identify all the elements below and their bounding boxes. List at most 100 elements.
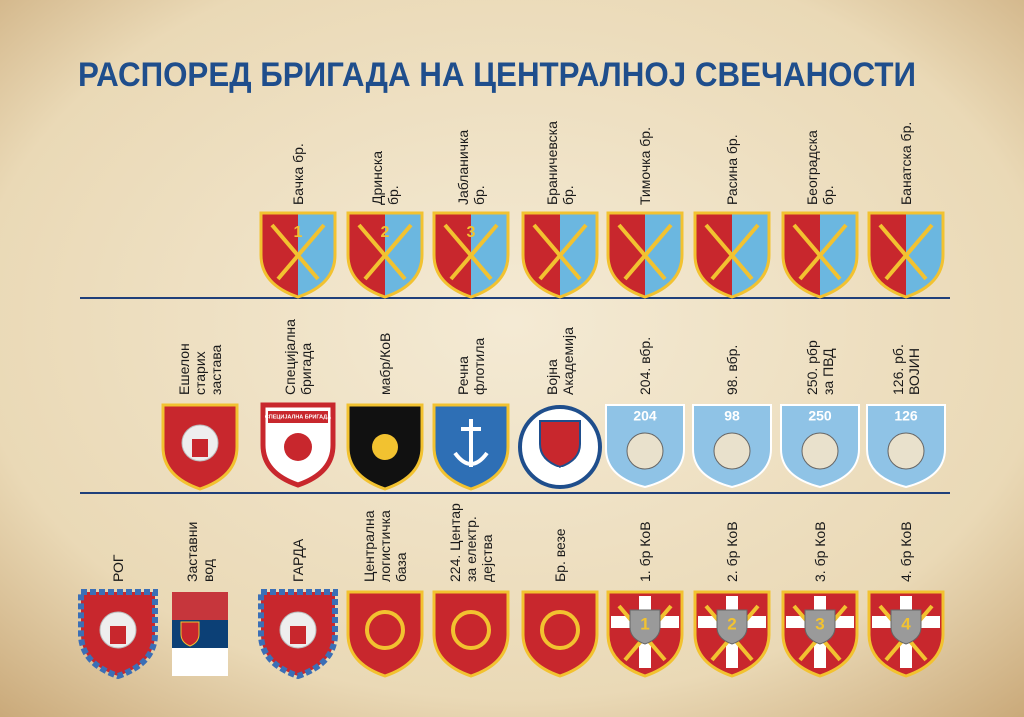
shield-border [867,211,945,299]
shield-border [781,211,859,299]
unit-label: 4. бр КоВ [898,521,914,582]
unit-label: бр. [471,185,487,205]
symbol [713,432,751,470]
sword [623,223,673,281]
shield-border [432,211,510,299]
unit-label: ГАРДА [290,538,306,582]
shield-number: 1 [294,224,303,241]
unit-label: бр. [385,185,401,205]
unit-label: Јабланичка [455,130,471,205]
unit-label: бр. [560,185,576,205]
shield-number: 2 [727,614,736,633]
unit-label: бригада [298,343,314,395]
shield-border [606,211,684,299]
unit-label: дејства [479,534,495,582]
flag-white [172,648,228,676]
sword [363,223,413,281]
symbol [887,432,925,470]
unit-label: Расина бр. [724,134,740,205]
emblem [521,590,599,678]
unit-label: логистичка [377,510,393,582]
emblem [346,403,424,491]
sword [357,223,407,281]
unit-label: база [393,552,409,582]
emblem: 250 [780,404,860,489]
unit-label: 1. бр КоВ [637,521,653,582]
unit-label: флотила [471,338,487,395]
unit-label: ВОЈИН [906,348,922,395]
shield [346,590,424,678]
unit-number: 250 [808,408,832,424]
sword [704,223,754,281]
sword [276,223,326,281]
unit-label: за ПВД [820,348,836,395]
emblem [258,589,338,680]
shield-number: 4 [901,614,911,633]
emblem: 1 [606,590,684,678]
unit-label: 204. вбр. [637,337,653,395]
symbol [801,432,839,470]
unit-label: мабр/КоВ [377,333,393,395]
unit-label: Бр. везе [552,528,568,582]
inner-shield [890,609,922,645]
shield-border [693,211,771,299]
unit-number: 204 [633,408,657,424]
unit-label: 98. вбр. [724,345,740,395]
symbol [451,610,491,650]
unit-label: за електр. [463,516,479,582]
bomb [372,434,398,460]
sword [617,223,667,281]
shield [432,590,510,678]
inner-shield [629,609,661,645]
shield [521,590,599,678]
emblem [172,592,228,676]
unit-label: Ешелон [176,343,192,395]
parachute [284,433,312,461]
unit-label: 250. рбр [804,340,820,395]
emblem: 2 [693,590,771,678]
emblem [432,590,510,678]
sword [792,223,842,281]
title: РАСПОРЕД БРИГАДА НА ЦЕНТРАЛНОЈ СВЕЧАНОСТ… [78,56,916,94]
unit-label: Банатска бр. [898,122,914,205]
unit-label: 126. рб. [890,344,906,395]
flag-red [172,592,228,620]
unit-label: Дринска [369,151,385,205]
shield-border [521,211,599,299]
inner-shield [804,609,836,645]
emblem [161,403,239,491]
unit-label: Београдска [804,130,820,205]
emblem: 3 [781,590,859,678]
sword [884,223,934,281]
unit-label: Заставни [184,522,200,582]
unit-label: вод [200,559,216,582]
unit-label: Централна [361,510,377,582]
flag-blue [172,620,228,648]
unit-label: застава [208,344,224,395]
sword [443,223,493,281]
crest [110,626,126,644]
unit-label: Браничевска [544,121,560,205]
sword [878,223,928,281]
unit-label: Специјална [282,319,298,395]
unit-label: Војна [544,359,560,395]
emblem [432,403,510,491]
unit-label: Тимочка бр. [637,127,653,205]
unit-label: старих [192,351,208,395]
unit-label: 3. бр КоВ [812,521,828,582]
unit-label: бр. [820,185,836,205]
inner-shield [716,609,748,645]
unit-label: Речна [455,356,471,395]
shield-number: 3 [815,614,824,633]
emblem: 98 [692,404,772,489]
emblem [693,211,771,299]
seal-year: 1850 [551,466,569,475]
emblem [346,590,424,678]
unit-number: 126 [894,408,918,424]
seal-shield [539,420,581,469]
sword [710,223,760,281]
emblem [78,589,158,680]
banner-text: СПЕЦИЈАЛНА БРИГАДА [265,414,331,420]
